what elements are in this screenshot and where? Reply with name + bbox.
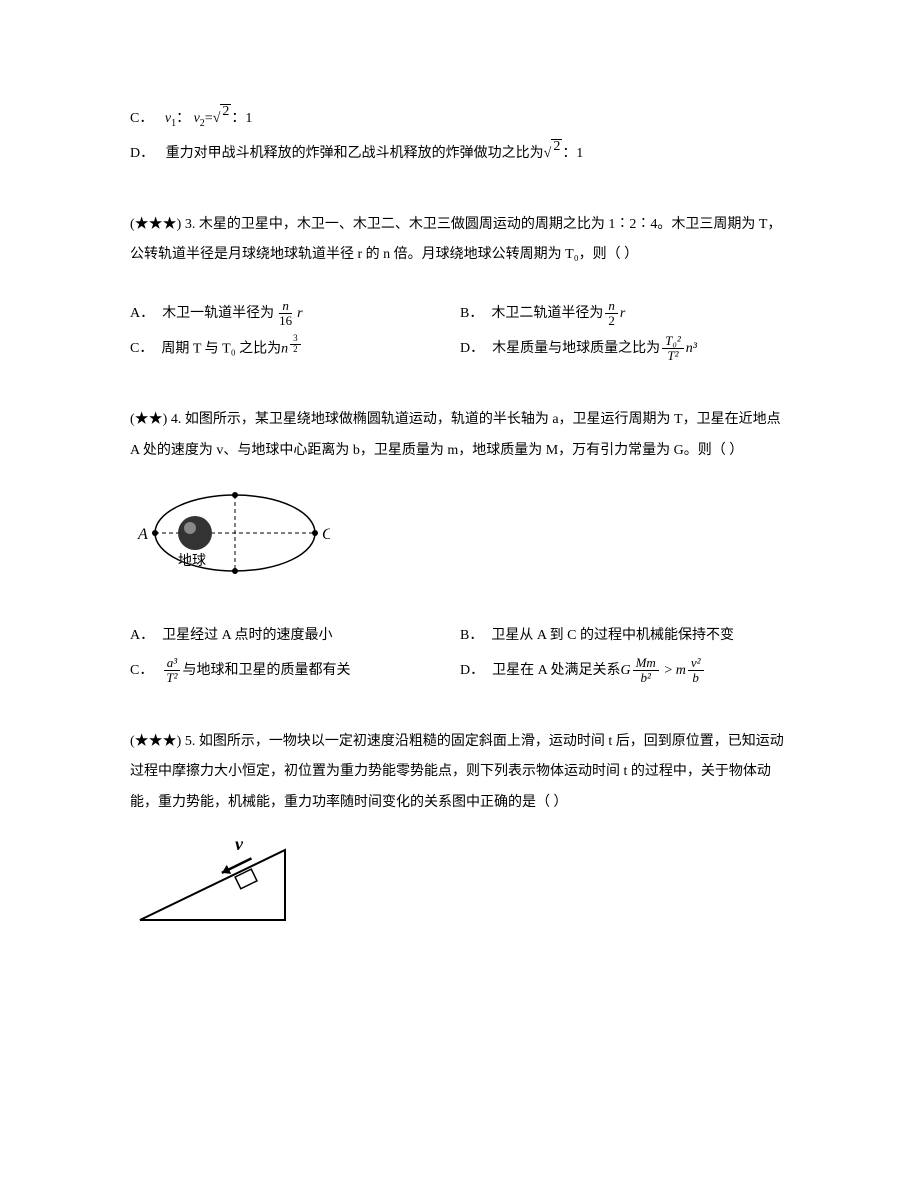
stem-text: 木星的卫星中，木卫一、木卫二、木卫三做圆周运动的周期之比为 1∶2∶4。木卫三周… [130,217,781,263]
svg-text:C: C [322,526,330,543]
incline-block-figure: v [130,835,790,930]
option-text: 木卫一轨道半径为n16r [162,299,302,330]
question-stem: (★★★) 5. 如图所示，一物块以一定初速度沿粗糙的固定斜面上滑，运动时间 t… [130,727,790,819]
difficulty-stars: (★★) 4. [130,412,181,427]
difficulty-stars: (★★★) 3. [130,217,195,232]
option-b: B． 卫星从 A 到 C 的过程中机械能保持不变 [460,621,790,652]
stem-text: 如图所示，某卫星绕地球做椭圆轨道运动，轨道的半长轴为 a，卫星运行周期为 T，卫… [130,412,781,458]
option-text: 卫星在 A 处满足关系GMmb² > mv²b [492,656,705,687]
option-c: C． a³T²与地球和卫星的质量都有关 [130,656,460,687]
option-text: a³T²与地球和卫星的质量都有关 [161,656,350,687]
option-row-ab: A． 卫星经过 A 点时的速度最小 B． 卫星从 A 到 C 的过程中机械能保持… [130,621,790,652]
question-2-continued: C． v1： v2=√2：1 D． 重力对甲战斗机释放的炸弹和乙战斗机释放的炸弹… [130,104,790,170]
option-d: D． 卫星在 A 处满足关系GMmb² > mv²b [460,656,790,687]
option-d: D． 重力对甲战斗机释放的炸弹和乙战斗机释放的炸弹做功之比为√2：1 [130,139,790,170]
option-text: 周期 T 与 T₀ 之比为n32 [161,334,302,365]
option-row-ab: A． 木卫一轨道半径为n16r B． 木卫二轨道半径为n2r [130,299,790,330]
option-c: C． 周期 T 与 T₀ 之比为n32 [130,334,460,365]
option-text: 木卫二轨道半径为n2r [491,299,625,330]
svg-text:v: v [235,835,244,854]
option-text: v1： v2=√2：1 [165,111,253,126]
question-3: (★★★) 3. 木星的卫星中，木卫一、木卫二、木卫三做圆周运动的周期之比为 1… [130,210,790,366]
option-text: 木星质量与地球质量之比为T₀²T²n³ [492,334,697,365]
stem-text: 如图所示，一物块以一定初速度沿粗糙的固定斜面上滑，运动时间 t 后，回到原位置，… [130,734,784,811]
question-stem: (★★) 4. 如图所示，某卫星绕地球做椭圆轨道运动，轨道的半长轴为 a，卫星运… [130,405,790,467]
option-row-cd: C． a³T²与地球和卫星的质量都有关 D． 卫星在 A 处满足关系GMmb² … [130,656,790,687]
option-label: C． [130,111,153,126]
option-text: 卫星经过 A 点时的速度最小 [162,621,332,652]
option-text: 重力对甲战斗机释放的炸弹和乙战斗机释放的炸弹做功之比为√2：1 [166,146,584,161]
option-d: D． 木星质量与地球质量之比为T₀²T²n³ [460,334,790,365]
difficulty-stars: (★★★) 5. [130,734,195,749]
option-c: C． v1： v2=√2：1 [130,104,790,135]
question-5: (★★★) 5. 如图所示，一物块以一定初速度沿粗糙的固定斜面上滑，运动时间 t… [130,727,790,930]
option-row-cd: C． 周期 T 与 T₀ 之比为n32 D． 木星质量与地球质量之比为T₀²T²… [130,334,790,365]
option-a: A． 木卫一轨道半径为n16r [130,299,460,330]
option-text: 卫星从 A 到 C 的过程中机械能保持不变 [491,621,734,652]
svg-text:A: A [137,526,148,543]
option-b: B． 木卫二轨道半径为n2r [460,299,790,330]
option-label: D． [130,146,154,161]
ellipse-orbit-figure: A C 地球 地球 [130,483,790,593]
question-4: (★★) 4. 如图所示，某卫星绕地球做椭圆轨道运动，轨道的半长轴为 a，卫星运… [130,405,790,686]
question-stem: (★★★) 3. 木星的卫星中，木卫一、木卫二、木卫三做圆周运动的周期之比为 1… [130,210,790,272]
svg-text:地球: 地球 [178,553,206,569]
option-a: A． 卫星经过 A 点时的速度最小 [130,621,460,652]
